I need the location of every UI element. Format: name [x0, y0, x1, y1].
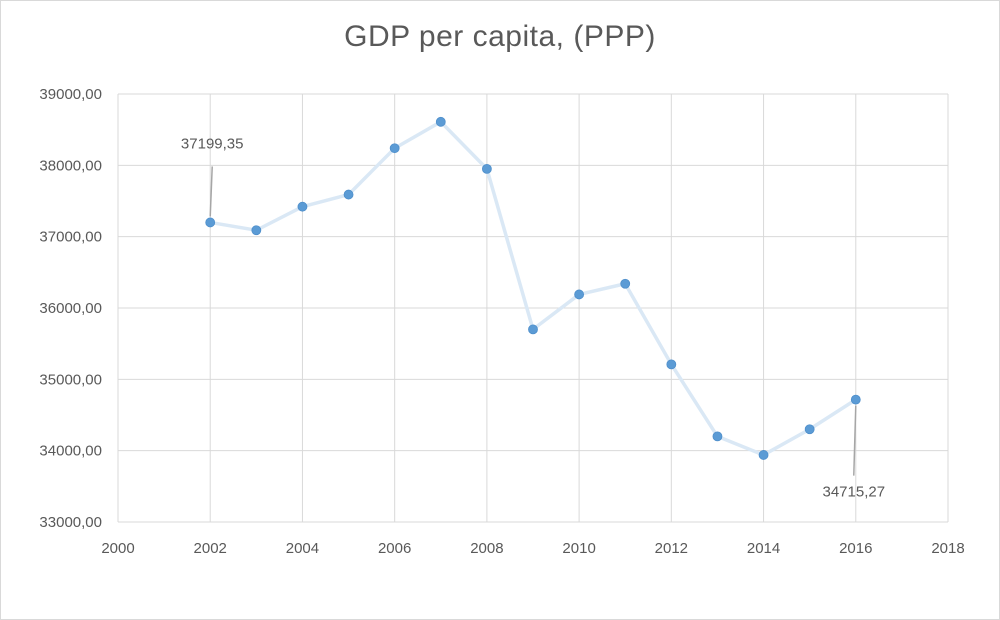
data-point [850, 394, 861, 405]
x-tick-label: 2012 [655, 540, 688, 557]
x-tick-label: 2008 [470, 540, 503, 557]
data-point [251, 225, 262, 236]
data-point [297, 201, 308, 212]
data-point [804, 424, 815, 435]
data-point [343, 189, 354, 200]
data-point [666, 359, 677, 370]
data-point [389, 143, 400, 154]
data-point [481, 163, 492, 174]
x-tick-label: 2002 [194, 540, 227, 557]
data-point [528, 324, 538, 335]
x-tick-label: 2006 [378, 540, 411, 557]
data-point [574, 289, 585, 300]
annotation-leader-line [209, 166, 213, 217]
y-tick-label: 38000,00 [39, 157, 102, 174]
x-tick-label: 2000 [101, 540, 134, 557]
chart-title: GDP per capita, (PPP) [344, 20, 656, 53]
x-tick-label: 2018 [931, 540, 964, 557]
y-tick-label: 33000,00 [39, 514, 102, 531]
y-tick-label: 35000,00 [39, 371, 102, 388]
x-tick-label: 2010 [562, 540, 595, 557]
y-tick-label: 34000,00 [39, 443, 102, 460]
data-point [620, 278, 631, 289]
annotation-leader-line [853, 405, 857, 476]
data-point [712, 431, 723, 442]
data-point [205, 217, 216, 228]
x-tick-label: 2004 [286, 540, 319, 557]
data-label: 37199,35 [181, 135, 244, 152]
data-label: 34715,27 [822, 484, 885, 501]
series-line [209, 120, 857, 457]
data-point [758, 450, 769, 460]
y-tick-label: 36000,00 [39, 300, 102, 317]
x-tick-label: 2016 [839, 540, 872, 557]
y-tick-label: 37000,00 [39, 229, 102, 246]
data-point [435, 116, 446, 127]
x-tick-label: 2014 [747, 540, 780, 557]
y-tick-label: 39000,00 [39, 86, 102, 103]
